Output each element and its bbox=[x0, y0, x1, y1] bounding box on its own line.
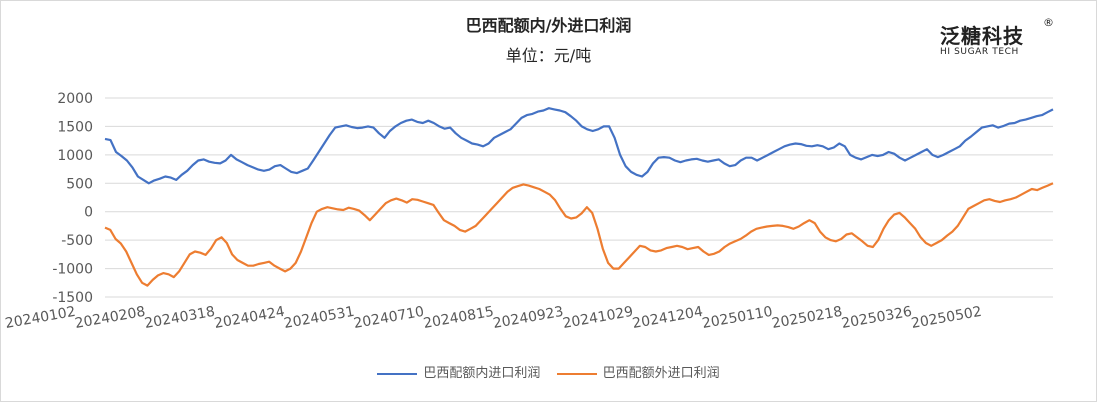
x-tick-label: 20250502 bbox=[910, 304, 983, 332]
x-axis: 2024010220240208202403182024042420240531… bbox=[4, 304, 983, 332]
x-tick-label: 20241029 bbox=[562, 304, 635, 332]
series-line-1 bbox=[104, 107, 1054, 185]
y-tick-label: 1500 bbox=[57, 119, 93, 135]
x-tick-label: 20240318 bbox=[143, 304, 216, 332]
x-tick-label: 20250218 bbox=[771, 304, 844, 332]
x-tick-label: 20240710 bbox=[352, 304, 425, 332]
x-tick-label: 20240815 bbox=[422, 304, 495, 332]
logo-main-text: 泛糖科技 bbox=[940, 24, 1024, 48]
gridlines bbox=[105, 97, 1053, 298]
chart-subtitle: 单位：元/吨 bbox=[505, 46, 592, 65]
y-tick-label: -1000 bbox=[52, 262, 93, 278]
y-tick-label: 0 bbox=[84, 205, 93, 221]
logo-registered-mark: ® bbox=[1043, 16, 1054, 29]
legend-label-1: 巴西配额内进口利润 bbox=[423, 366, 541, 381]
y-tick-label: 2000 bbox=[57, 91, 93, 107]
y-axis: 2000 1500 1000 500 0 -500 -1000 -1500 bbox=[52, 91, 93, 306]
series-group bbox=[104, 107, 1054, 287]
legend-swatch-2 bbox=[556, 372, 597, 375]
x-tick-label: 20240923 bbox=[492, 304, 565, 332]
x-tick-label: 20250110 bbox=[701, 304, 774, 332]
legend-label-2: 巴西配额外进口利润 bbox=[602, 366, 720, 381]
series-line-2 bbox=[104, 182, 1054, 287]
chart-title: 巴西配额内/外进口利润 bbox=[465, 16, 632, 35]
x-tick-label: 20240102 bbox=[4, 304, 77, 332]
legend-swatch-1 bbox=[377, 372, 418, 375]
y-tick-label: -500 bbox=[61, 233, 93, 249]
legend-item-2: 巴西配额外进口利润 bbox=[556, 362, 720, 381]
x-tick-label: 20240424 bbox=[213, 304, 286, 332]
x-tick-label: 20250326 bbox=[840, 304, 913, 332]
x-tick-label: 20241204 bbox=[631, 304, 704, 332]
x-tick-label: 20240208 bbox=[74, 304, 147, 332]
legend: 巴西配额内进口利润 巴西配额外进口利润 bbox=[0, 362, 1097, 381]
legend-item-1: 巴西配额内进口利润 bbox=[377, 362, 540, 381]
y-tick-label: 1000 bbox=[57, 148, 93, 164]
y-tick-label: 500 bbox=[66, 176, 93, 192]
x-tick-label: 20240531 bbox=[283, 304, 356, 332]
y-tick-label: -1500 bbox=[52, 290, 93, 306]
brand-logo: 泛糖科技 ® HI SUGAR TECH bbox=[940, 16, 1060, 57]
logo-sub-text: HI SUGAR TECH bbox=[940, 47, 1019, 57]
